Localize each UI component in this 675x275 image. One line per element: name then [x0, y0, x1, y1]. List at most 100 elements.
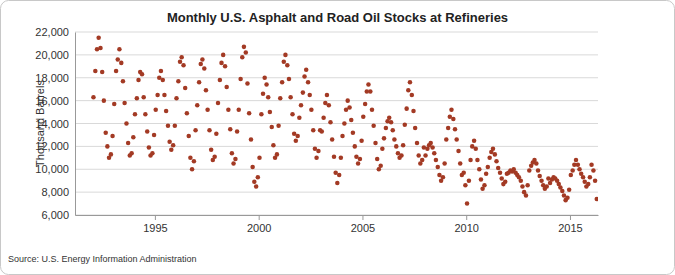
point [295, 134, 300, 139]
point [195, 103, 200, 108]
point [413, 126, 418, 131]
point [226, 108, 231, 113]
point [250, 165, 255, 170]
point [373, 141, 378, 146]
point [574, 158, 579, 163]
point [375, 157, 380, 162]
point [479, 177, 484, 182]
point [304, 67, 309, 72]
plot: 6,0008,00010,00012,00014,00016,00018,000… [35, 26, 599, 234]
point [356, 161, 361, 166]
point [204, 88, 209, 93]
point [100, 70, 105, 75]
x-tick: 2005 [351, 215, 375, 234]
point [491, 146, 496, 151]
point [390, 128, 395, 133]
point [345, 98, 350, 103]
point [252, 180, 257, 185]
point [268, 110, 273, 115]
point [342, 121, 347, 126]
point [401, 143, 406, 148]
point [520, 184, 525, 189]
x-tick: 2010 [454, 215, 478, 234]
point [567, 188, 572, 193]
point [524, 193, 529, 198]
point [185, 111, 190, 116]
point [463, 183, 468, 188]
x-tick-mark [362, 215, 363, 220]
grid-line [75, 32, 598, 33]
point [314, 156, 319, 161]
point [105, 144, 110, 149]
point [181, 63, 186, 68]
y-tick-label: 22,000 [35, 26, 69, 38]
point [581, 175, 586, 180]
point [339, 156, 344, 161]
point [152, 133, 157, 138]
point [290, 112, 295, 117]
x-tick-mark [570, 215, 571, 220]
point [240, 55, 245, 60]
x-tick: 2000 [247, 215, 271, 234]
point [129, 151, 134, 156]
point [235, 129, 240, 134]
point [266, 95, 271, 100]
point [244, 50, 249, 55]
point [351, 130, 356, 135]
point [233, 157, 238, 162]
point [179, 55, 184, 60]
point [576, 162, 581, 167]
point [420, 158, 425, 163]
x-tick-label: 2015 [558, 222, 582, 234]
point [223, 64, 228, 69]
point [166, 124, 171, 129]
grid [75, 32, 598, 215]
point [302, 74, 307, 79]
point [537, 174, 542, 179]
point [467, 178, 472, 183]
point [430, 145, 435, 150]
point [484, 172, 489, 177]
point [428, 141, 433, 146]
point [353, 144, 358, 149]
point [536, 168, 541, 173]
point [93, 69, 98, 74]
grid-line [75, 215, 598, 216]
point [456, 149, 461, 154]
point [285, 63, 290, 68]
point [280, 80, 285, 85]
point [442, 161, 447, 166]
point [282, 59, 287, 64]
point [403, 122, 408, 127]
point [586, 182, 591, 187]
point [224, 85, 229, 90]
point [242, 45, 247, 50]
point [109, 152, 114, 157]
point [474, 146, 479, 151]
point [408, 80, 413, 85]
x-tick-label: 2005 [351, 222, 375, 234]
point [169, 148, 174, 153]
point [394, 144, 399, 149]
y-tick: 22,000 [35, 26, 75, 38]
point [216, 101, 221, 106]
point [145, 129, 150, 134]
point [173, 124, 178, 129]
x-tick-mark [155, 215, 156, 220]
point [327, 103, 332, 108]
point [121, 79, 126, 84]
grid-line [75, 100, 598, 101]
point [261, 92, 266, 97]
point [214, 132, 219, 137]
x-tick-mark [466, 215, 467, 220]
point [472, 138, 477, 143]
point [389, 120, 394, 125]
x-axis-line [76, 215, 599, 216]
grid-line [75, 123, 598, 124]
point [249, 137, 254, 142]
point [358, 157, 363, 162]
point [347, 105, 352, 110]
point [147, 145, 152, 150]
point [301, 90, 306, 95]
point [297, 116, 302, 121]
